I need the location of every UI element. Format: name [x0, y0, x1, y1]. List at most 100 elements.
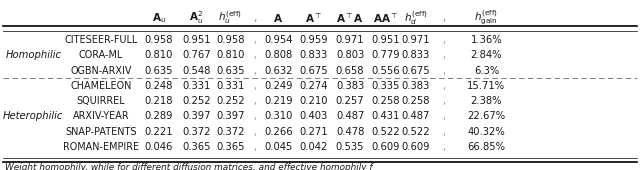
Text: ,: ,	[253, 96, 256, 106]
Text: 0.372: 0.372	[182, 127, 211, 137]
Text: 40.32%: 40.32%	[468, 127, 505, 137]
Text: ,: ,	[442, 81, 445, 91]
Text: 0.959: 0.959	[300, 35, 328, 45]
Text: 0.335: 0.335	[371, 81, 399, 91]
Text: 0.635: 0.635	[216, 66, 244, 75]
Text: 0.218: 0.218	[145, 96, 173, 106]
Text: 0.833: 0.833	[300, 50, 328, 60]
Text: 0.632: 0.632	[264, 66, 292, 75]
Text: 0.609: 0.609	[402, 142, 430, 152]
Text: 0.266: 0.266	[264, 127, 292, 137]
Text: 2.38%: 2.38%	[470, 96, 502, 106]
Text: 0.522: 0.522	[371, 127, 399, 137]
Text: 0.658: 0.658	[336, 66, 364, 75]
Text: ,: ,	[253, 50, 256, 60]
Text: 0.403: 0.403	[300, 112, 328, 121]
Text: 0.258: 0.258	[402, 96, 430, 106]
Text: 0.958: 0.958	[216, 35, 244, 45]
Text: ,: ,	[442, 96, 445, 106]
Text: 0.221: 0.221	[145, 127, 173, 137]
Text: 0.257: 0.257	[336, 96, 364, 106]
Text: ,: ,	[442, 127, 445, 137]
Text: 0.271: 0.271	[300, 127, 328, 137]
Text: SNAP-PATENTS: SNAP-PATENTS	[65, 127, 137, 137]
Text: 0.971: 0.971	[336, 35, 364, 45]
Text: 0.042: 0.042	[300, 142, 328, 152]
Text: ,: ,	[442, 142, 445, 152]
Text: 0.365: 0.365	[182, 142, 211, 152]
Text: ,: ,	[442, 13, 445, 23]
Text: ROMAN-EMPIRE: ROMAN-EMPIRE	[63, 142, 139, 152]
Text: 0.274: 0.274	[300, 81, 328, 91]
Text: $\mathbf{A}^\top$: $\mathbf{A}^\top$	[305, 11, 322, 24]
Text: 0.331: 0.331	[216, 81, 244, 91]
Text: 0.556: 0.556	[371, 66, 399, 75]
Text: 0.249: 0.249	[264, 81, 292, 91]
Text: 0.803: 0.803	[336, 50, 364, 60]
Text: $\mathbf{A}$: $\mathbf{A}$	[273, 12, 284, 24]
Text: $h_{\mathrm{gain}}^{\mathrm{(eff)}}$: $h_{\mathrm{gain}}^{\mathrm{(eff)}}$	[474, 9, 499, 27]
Text: 0.383: 0.383	[402, 81, 430, 91]
Text: 0.045: 0.045	[264, 142, 292, 152]
Text: 0.958: 0.958	[145, 35, 173, 45]
Text: 0.372: 0.372	[216, 127, 244, 137]
Text: 0.609: 0.609	[371, 142, 399, 152]
Text: ,: ,	[442, 66, 445, 75]
Text: 66.85%: 66.85%	[467, 142, 506, 152]
Text: 0.954: 0.954	[264, 35, 292, 45]
Text: 0.833: 0.833	[402, 50, 430, 60]
Text: ,: ,	[253, 112, 256, 121]
Text: 15.71%: 15.71%	[467, 81, 506, 91]
Text: Homophilic: Homophilic	[5, 50, 61, 60]
Text: $\mathbf{A}_u$: $\mathbf{A}_u$	[152, 11, 166, 25]
Text: 0.535: 0.535	[336, 142, 364, 152]
Text: 0.951: 0.951	[182, 35, 211, 45]
Text: ARXIV-YEAR: ARXIV-YEAR	[73, 112, 129, 121]
Text: 0.210: 0.210	[300, 96, 328, 106]
Text: Heterophilic: Heterophilic	[3, 112, 63, 121]
Text: 0.951: 0.951	[371, 35, 399, 45]
Text: 0.779: 0.779	[371, 50, 399, 60]
Text: 22.67%: 22.67%	[467, 112, 506, 121]
Text: 0.252: 0.252	[182, 96, 211, 106]
Text: 0.767: 0.767	[182, 50, 211, 60]
Text: CITESEER-FULL: CITESEER-FULL	[65, 35, 138, 45]
Text: 0.397: 0.397	[182, 112, 211, 121]
Text: ,: ,	[442, 50, 445, 60]
Text: ,: ,	[253, 66, 256, 75]
Text: 2.84%: 2.84%	[470, 50, 502, 60]
Text: ,: ,	[253, 142, 256, 152]
Text: 0.383: 0.383	[336, 81, 364, 91]
Text: Weight homophily, while for different diffusion matrices, and effective homophil: Weight homophily, while for different di…	[5, 163, 372, 170]
Text: ,: ,	[253, 81, 256, 91]
Text: CHAMELEON: CHAMELEON	[70, 81, 132, 91]
Text: 0.487: 0.487	[402, 112, 430, 121]
Text: 0.635: 0.635	[145, 66, 173, 75]
Text: $\mathbf{A}\mathbf{A}^\top$: $\mathbf{A}\mathbf{A}^\top$	[372, 11, 398, 24]
Text: SQUIRREL: SQUIRREL	[77, 96, 125, 106]
Text: ,: ,	[253, 35, 256, 45]
Text: 1.36%: 1.36%	[470, 35, 502, 45]
Text: 0.971: 0.971	[402, 35, 430, 45]
Text: 0.289: 0.289	[145, 112, 173, 121]
Text: 0.219: 0.219	[264, 96, 292, 106]
Text: $\mathbf{A}^\top\mathbf{A}$: $\mathbf{A}^\top\mathbf{A}$	[336, 11, 364, 24]
Text: 6.3%: 6.3%	[474, 66, 499, 75]
Text: 0.310: 0.310	[264, 112, 292, 121]
Text: 0.675: 0.675	[402, 66, 430, 75]
Text: 0.675: 0.675	[300, 66, 328, 75]
Text: 0.258: 0.258	[371, 96, 399, 106]
Text: 0.046: 0.046	[145, 142, 173, 152]
Text: 0.548: 0.548	[182, 66, 211, 75]
Text: 0.478: 0.478	[336, 127, 364, 137]
Text: 0.431: 0.431	[371, 112, 399, 121]
Text: 0.522: 0.522	[402, 127, 430, 137]
Text: 0.810: 0.810	[145, 50, 173, 60]
Text: CORA-ML: CORA-ML	[79, 50, 124, 60]
Text: 0.810: 0.810	[216, 50, 244, 60]
Text: ,: ,	[442, 112, 445, 121]
Text: 0.365: 0.365	[216, 142, 244, 152]
Text: 0.487: 0.487	[336, 112, 364, 121]
Text: $\mathbf{A}_u^2$: $\mathbf{A}_u^2$	[189, 10, 204, 26]
Text: $h_d^{\mathrm{(eff)}}$: $h_d^{\mathrm{(eff)}}$	[404, 9, 428, 27]
